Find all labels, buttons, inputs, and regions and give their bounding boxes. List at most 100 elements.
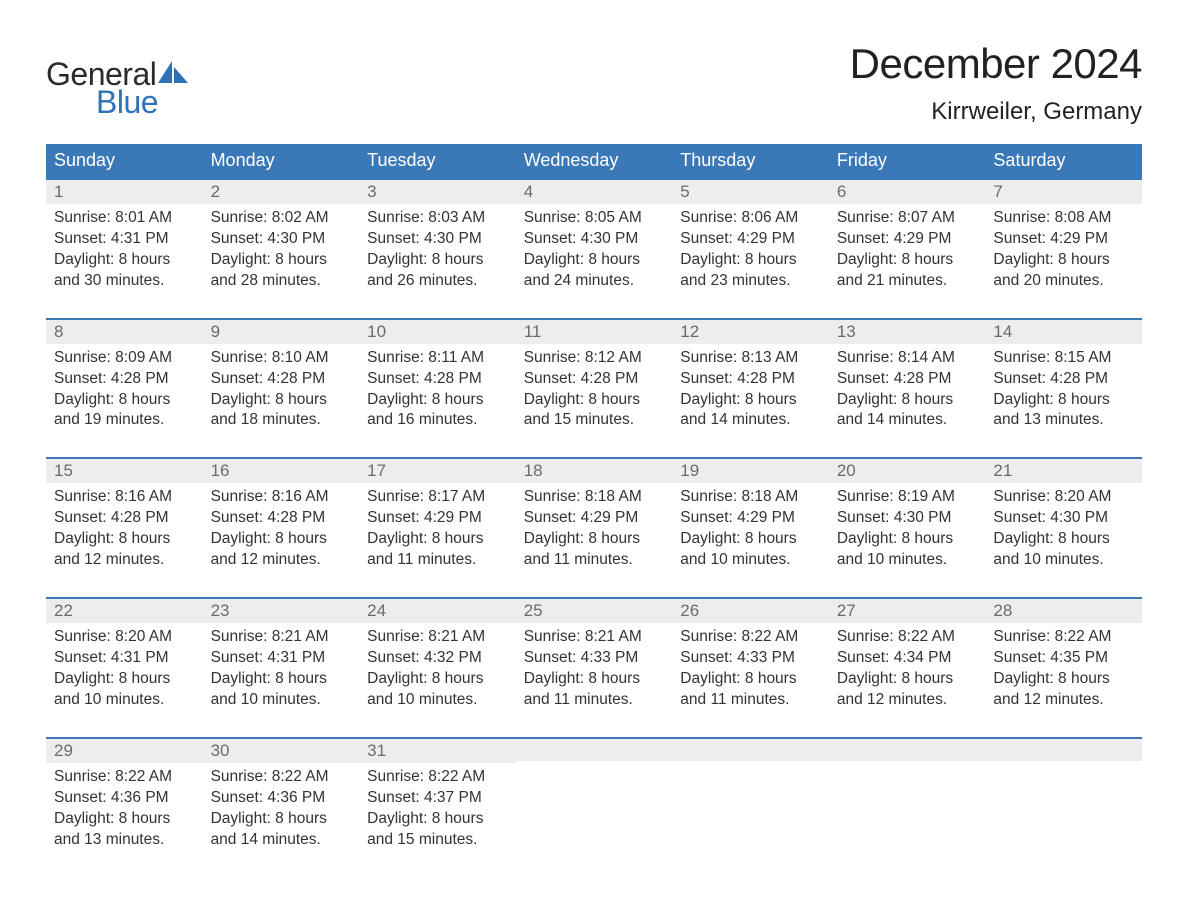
day-d2-line: and 10 minutes. — [211, 690, 352, 711]
day-number-strip: 25 — [516, 597, 673, 623]
day-d2-line: and 16 minutes. — [367, 410, 508, 431]
day-sunrise-line: Sunrise: 8:14 AM — [837, 348, 978, 369]
day-sunrise-line: Sunrise: 8:01 AM — [54, 208, 195, 229]
day-sunrise-line: Sunrise: 8:15 AM — [993, 348, 1134, 369]
day-details: Sunrise: 8:12 AMSunset: 4:28 PMDaylight:… — [524, 348, 665, 432]
day-d2-line: and 11 minutes. — [524, 690, 665, 711]
day-number-strip: 27 — [829, 597, 986, 623]
day-number-strip: 24 — [359, 597, 516, 623]
day-sunset-line: Sunset: 4:31 PM — [54, 229, 195, 250]
day-cell: 29Sunrise: 8:22 AMSunset: 4:36 PMDayligh… — [46, 737, 203, 877]
day-sunset-line: Sunset: 4:29 PM — [837, 229, 978, 250]
day-sunrise-line: Sunrise: 8:22 AM — [680, 627, 821, 648]
day-sunrise-line: Sunrise: 8:10 AM — [211, 348, 352, 369]
day-d2-line: and 12 minutes. — [54, 550, 195, 571]
day-d1-line: Daylight: 8 hours — [524, 390, 665, 411]
day-number-strip: 30 — [203, 737, 360, 763]
day-sunset-line: Sunset: 4:29 PM — [680, 229, 821, 250]
sail-icon — [158, 61, 188, 89]
day-d2-line: and 12 minutes. — [837, 690, 978, 711]
day-number: 3 — [367, 182, 508, 202]
day-sunset-line: Sunset: 4:36 PM — [54, 788, 195, 809]
day-number: 10 — [367, 322, 508, 342]
day-cell: 11 Sunrise: 8:12 AMSunset: 4:28 PMDayligh… — [516, 318, 673, 458]
day-sunset-line: Sunset: 4:37 PM — [367, 788, 508, 809]
day-cell: 7 Sunrise: 8:08 AMSunset: 4:29 PMDaylight… — [985, 178, 1142, 318]
day-details: Sunrise: 8:01 AMSunset: 4:31 PMDaylight:… — [54, 208, 195, 292]
day-number-strip: 29 — [46, 737, 203, 763]
day-cell: 25Sunrise: 8:21 AMSunset: 4:33 PMDayligh… — [516, 597, 673, 737]
day-cell: 22Sunrise: 8:20 AMSunset: 4:31 PMDayligh… — [46, 597, 203, 737]
day-cell: 6Sunrise: 8:07 AMSunset: 4:29 PMDaylight… — [829, 178, 986, 318]
day-sunset-line: Sunset: 4:29 PM — [367, 508, 508, 529]
day-cell: 26Sunrise: 8:22 AMSunset: 4:33 PMDayligh… — [672, 597, 829, 737]
day-d1-line: Daylight: 8 hours — [680, 529, 821, 550]
day-number-strip: 13 — [829, 318, 986, 344]
day-cell: 18Sunrise: 8:18 AMSunset: 4:29 PMDayligh… — [516, 457, 673, 597]
day-cell: 23Sunrise: 8:21 AMSunset: 4:31 PMDayligh… — [203, 597, 360, 737]
day-number-strip: 12 — [672, 318, 829, 344]
day-details: Sunrise: 8:08 AMSunset: 4:29 PMDaylight:… — [993, 208, 1134, 292]
day-sunset-line: Sunset: 4:30 PM — [367, 229, 508, 250]
day-d1-line: Daylight: 8 hours — [993, 390, 1134, 411]
day-number: 8 — [54, 322, 195, 342]
day-d2-line: and 10 minutes. — [54, 690, 195, 711]
day-number: 29 — [54, 741, 195, 761]
day-sunrise-line: Sunrise: 8:07 AM — [837, 208, 978, 229]
day-d1-line: Daylight: 8 hours — [524, 529, 665, 550]
day-number: 7 — [993, 182, 1134, 202]
day-d1-line: Daylight: 8 hours — [524, 250, 665, 271]
day-cell: 16Sunrise: 8:16 AMSunset: 4:28 PMDayligh… — [203, 457, 360, 597]
day-number: 4 — [524, 182, 665, 202]
day-d2-line: and 20 minutes. — [993, 271, 1134, 292]
day-d1-line: Daylight: 8 hours — [54, 669, 195, 690]
day-cell: 30Sunrise: 8:22 AMSunset: 4:36 PMDayligh… — [203, 737, 360, 877]
day-number-strip: 8 — [46, 318, 203, 344]
day-d2-line: and 26 minutes. — [367, 271, 508, 292]
day-cell: 13 Sunrise: 8:14 AMSunset: 4:28 PMDayligh… — [829, 318, 986, 458]
day-details: Sunrise: 8:22 AMSunset: 4:37 PMDaylight:… — [367, 767, 508, 851]
day-sunrise-line: Sunrise: 8:11 AM — [367, 348, 508, 369]
day-sunset-line: Sunset: 4:32 PM — [367, 648, 508, 669]
day-number-strip: 7 — [985, 178, 1142, 204]
day-d1-line: Daylight: 8 hours — [524, 669, 665, 690]
day-sunrise-line: Sunrise: 8:22 AM — [211, 767, 352, 788]
day-number: 28 — [993, 601, 1134, 621]
day-d2-line: and 10 minutes. — [993, 550, 1134, 571]
day-d2-line: and 13 minutes. — [993, 410, 1134, 431]
day-number: 15 — [54, 461, 195, 481]
day-sunrise-line: Sunrise: 8:13 AM — [680, 348, 821, 369]
weeks-container: 1Sunrise: 8:01 AMSunset: 4:31 PMDaylight… — [46, 178, 1142, 876]
day-cell — [672, 737, 829, 877]
day-details: Sunrise: 8:14 AMSunset: 4:28 PMDaylight:… — [837, 348, 978, 432]
day-d1-line: Daylight: 8 hours — [993, 250, 1134, 271]
day-sunrise-line: Sunrise: 8:20 AM — [993, 487, 1134, 508]
day-number-strip: 6 — [829, 178, 986, 204]
day-sunset-line: Sunset: 4:29 PM — [524, 508, 665, 529]
day-details: Sunrise: 8:19 AMSunset: 4:30 PMDaylight:… — [837, 487, 978, 571]
day-number-strip: 3 — [359, 178, 516, 204]
day-sunrise-line: Sunrise: 8:19 AM — [837, 487, 978, 508]
brand-word-2: Blue — [96, 86, 188, 118]
day-number-strip: 15 — [46, 457, 203, 483]
day-sunrise-line: Sunrise: 8:22 AM — [837, 627, 978, 648]
day-sunset-line: Sunset: 4:28 PM — [993, 369, 1134, 390]
day-details: Sunrise: 8:13 AMSunset: 4:28 PMDaylight:… — [680, 348, 821, 432]
day-number-strip: 20 — [829, 457, 986, 483]
weekday-header: Saturday — [985, 144, 1142, 178]
day-details: Sunrise: 8:11 AMSunset: 4:28 PMDaylight:… — [367, 348, 508, 432]
day-details: Sunrise: 8:18 AMSunset: 4:29 PMDaylight:… — [680, 487, 821, 571]
day-sunrise-line: Sunrise: 8:21 AM — [367, 627, 508, 648]
week-row: 15Sunrise: 8:16 AMSunset: 4:28 PMDayligh… — [46, 457, 1142, 597]
day-details: Sunrise: 8:17 AMSunset: 4:29 PMDaylight:… — [367, 487, 508, 571]
day-number-strip: 11 — [516, 318, 673, 344]
day-d2-line: and 19 minutes. — [54, 410, 195, 431]
week-row: 1Sunrise: 8:01 AMSunset: 4:31 PMDaylight… — [46, 178, 1142, 318]
day-sunset-line: Sunset: 4:30 PM — [837, 508, 978, 529]
weekday-header: Thursday — [672, 144, 829, 178]
day-d1-line: Daylight: 8 hours — [54, 250, 195, 271]
weekday-header: Monday — [203, 144, 360, 178]
day-cell: 8Sunrise: 8:09 AMSunset: 4:28 PMDaylight… — [46, 318, 203, 458]
page-header: General Blue December 2024 Kirrweiler, G… — [46, 40, 1142, 126]
day-cell: 3Sunrise: 8:03 AMSunset: 4:30 PMDaylight… — [359, 178, 516, 318]
